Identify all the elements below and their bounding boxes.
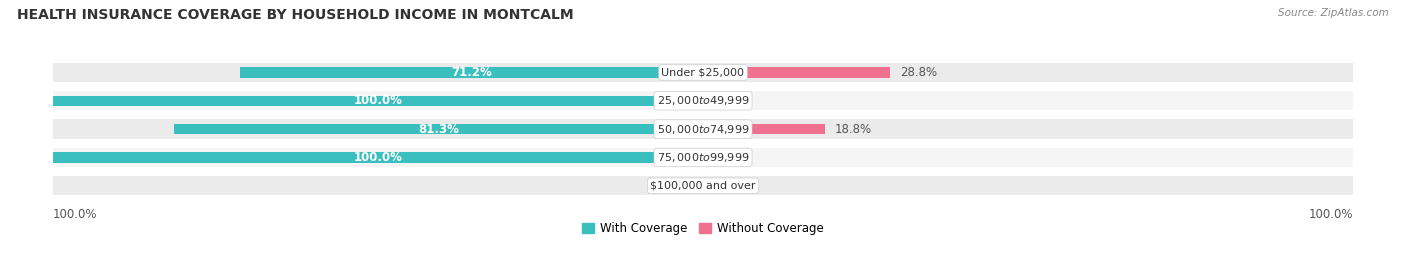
Bar [52,176,1354,195]
Bar [52,63,1354,82]
Text: Source: ZipAtlas.com: Source: ZipAtlas.com [1278,8,1389,18]
Text: 100.0%: 100.0% [353,151,402,164]
Text: HEALTH INSURANCE COVERAGE BY HOUSEHOLD INCOME IN MONTCALM: HEALTH INSURANCE COVERAGE BY HOUSEHOLD I… [17,8,574,22]
Text: $75,000 to $99,999: $75,000 to $99,999 [657,151,749,164]
Text: Under $25,000: Under $25,000 [661,68,745,77]
Text: 100.0%: 100.0% [52,208,97,221]
Bar [240,67,703,78]
Text: 0.0%: 0.0% [723,179,752,192]
Text: 28.8%: 28.8% [900,66,938,79]
Text: 100.0%: 100.0% [1309,208,1354,221]
Text: 0.0%: 0.0% [723,151,752,164]
Text: 100.0%: 100.0% [353,94,402,107]
Text: 71.2%: 71.2% [451,66,492,79]
Bar [703,124,825,134]
Text: $25,000 to $49,999: $25,000 to $49,999 [657,94,749,107]
Bar [703,152,720,163]
Bar [52,91,1354,111]
Bar [52,152,703,163]
Legend: With Coverage, Without Coverage: With Coverage, Without Coverage [578,217,828,239]
Text: $50,000 to $74,999: $50,000 to $74,999 [657,123,749,136]
Bar [52,95,703,106]
Bar [703,180,720,191]
Text: 81.3%: 81.3% [418,123,458,136]
Bar [174,124,703,134]
Bar [686,180,703,191]
Bar [703,95,720,106]
Bar [52,119,1354,139]
Text: 18.8%: 18.8% [835,123,872,136]
Text: $100,000 and over: $100,000 and over [650,181,756,191]
Bar [52,148,1354,167]
Text: 0.0%: 0.0% [723,94,752,107]
Bar [703,67,890,78]
Text: 0.0%: 0.0% [654,179,683,192]
